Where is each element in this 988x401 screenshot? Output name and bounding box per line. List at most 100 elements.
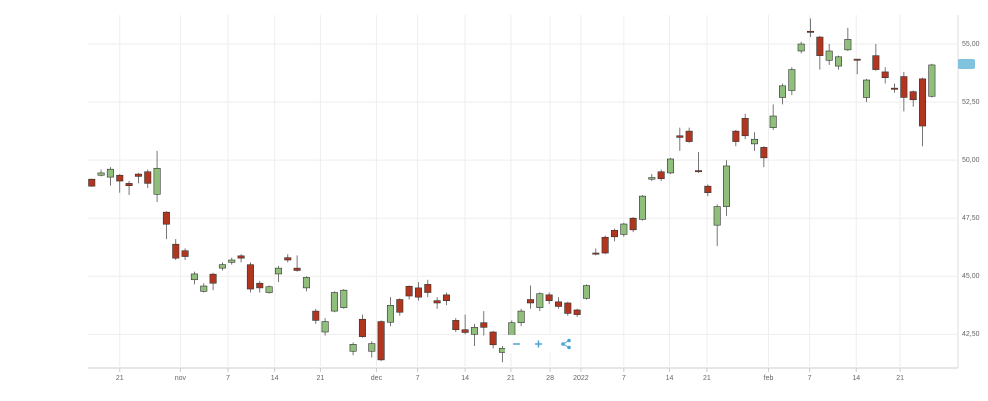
candle-body	[330, 292, 338, 312]
candle-body	[162, 211, 170, 225]
x-tick-label: 7	[622, 375, 626, 382]
candle-body	[825, 50, 833, 61]
candle-body	[919, 78, 927, 127]
candle-body	[256, 282, 264, 289]
candle-body	[807, 30, 815, 33]
candle-body	[582, 285, 590, 299]
x-tick-label: 21	[507, 375, 515, 382]
candle-body	[751, 138, 759, 145]
candle-body	[424, 284, 432, 293]
x-tick-label: 21	[317, 375, 325, 382]
candle-body	[368, 343, 376, 352]
candle-body	[265, 286, 273, 293]
candle-body	[340, 289, 348, 308]
candle-body	[816, 36, 824, 56]
candle-body	[788, 69, 796, 91]
candle-body	[797, 43, 805, 52]
y-tick-label: 55,00	[962, 41, 980, 48]
candle-body	[97, 172, 105, 176]
candle-body	[685, 130, 693, 142]
candle-body	[200, 285, 208, 292]
candle-body	[284, 257, 292, 261]
share[interactable]	[561, 338, 571, 350]
candle-body	[620, 223, 628, 235]
candle-body	[928, 64, 936, 97]
x-tick-label: dec	[371, 375, 383, 382]
candle-body	[779, 85, 787, 98]
x-tick-label: 21	[116, 375, 124, 382]
candle-body	[274, 267, 282, 275]
x-tick-label: 7	[226, 375, 230, 382]
x-tick-label: 7	[416, 375, 420, 382]
candle-body	[358, 318, 366, 337]
x-tick-label: 14	[461, 375, 469, 382]
x-tick-label: 14	[666, 375, 674, 382]
candle-body	[853, 58, 861, 61]
x-tick-label: nov	[175, 375, 187, 382]
candle-body	[638, 195, 646, 220]
candle-body	[414, 287, 422, 298]
candle-body	[461, 329, 469, 333]
candle-body	[181, 250, 189, 257]
candle-body	[125, 183, 133, 186]
candle-body	[666, 158, 674, 174]
candle-body	[172, 243, 180, 259]
candle-body	[480, 322, 488, 328]
candle-body	[293, 267, 301, 271]
candle-body	[405, 285, 413, 297]
candle-body	[881, 71, 889, 79]
candle-body	[88, 178, 96, 187]
y-tick-label: 52,50	[962, 99, 980, 106]
candle-body	[452, 320, 460, 330]
price-marker	[958, 59, 975, 69]
y-tick-label: 50,00	[962, 157, 980, 164]
candle-body	[713, 206, 721, 226]
candle-body	[442, 294, 450, 301]
x-tick-label: 21	[896, 375, 904, 382]
candle-body	[909, 91, 917, 101]
candle-body	[386, 304, 394, 323]
candle-body	[554, 301, 562, 307]
candle-body	[433, 300, 441, 304]
candle-body	[872, 55, 880, 70]
candle-body	[900, 76, 908, 98]
candle-body	[536, 293, 544, 308]
zoom-controls[interactable]	[505, 335, 579, 353]
candle-body	[629, 217, 637, 231]
candle-body	[508, 322, 516, 336]
candle-body	[312, 310, 320, 321]
candle-body	[209, 273, 217, 284]
candle-body	[769, 115, 777, 128]
candle-body	[246, 264, 254, 290]
candle-body	[722, 165, 730, 207]
candle-body	[760, 147, 768, 159]
candle-body	[517, 310, 525, 324]
candle-body	[891, 87, 899, 90]
candle-body	[676, 135, 684, 138]
candle-body	[489, 331, 497, 346]
candle-body	[545, 294, 553, 301]
candle-body	[863, 79, 871, 98]
y-tick-label: 47,50	[962, 215, 980, 222]
candle-body	[218, 264, 226, 269]
candle-body	[657, 171, 665, 180]
candle-body	[470, 327, 478, 335]
candle-body	[704, 185, 712, 193]
candle-body	[610, 229, 618, 238]
y-tick-label: 45,00	[962, 273, 980, 280]
candle-body	[835, 56, 843, 67]
x-tick-label: 14	[852, 375, 860, 382]
candle-body	[601, 236, 609, 254]
candle-body	[592, 252, 600, 255]
candle-body	[694, 170, 702, 173]
candle-body	[302, 277, 310, 289]
candle-body	[377, 321, 385, 361]
candle-body	[648, 177, 656, 180]
candle-body	[573, 309, 581, 315]
candle-body	[228, 259, 236, 263]
x-tick-label: feb	[764, 375, 774, 382]
share-link	[562, 340, 570, 348]
candle-body	[321, 321, 329, 333]
candle-body	[134, 173, 142, 177]
